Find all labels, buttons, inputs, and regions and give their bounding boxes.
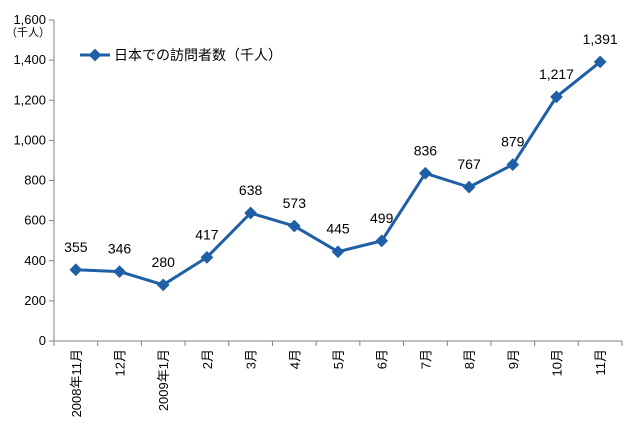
data-label: 445 bbox=[326, 221, 350, 237]
data-point-marker bbox=[375, 234, 389, 248]
x-tick-label: 8月 bbox=[462, 349, 477, 369]
x-tick-label: 9月 bbox=[506, 349, 521, 369]
data-label: 499 bbox=[370, 210, 394, 226]
legend: 日本での訪問者数（千人） bbox=[80, 48, 282, 64]
y-tick-label: 0 bbox=[39, 333, 46, 348]
data-point-marker bbox=[331, 245, 345, 259]
data-point-marker bbox=[244, 206, 257, 220]
data-point-marker bbox=[462, 180, 476, 194]
data-label: 1,391 bbox=[583, 31, 618, 47]
x-tick-label: 2月 bbox=[200, 349, 215, 369]
data-label: 417 bbox=[195, 226, 219, 242]
data-label: 879 bbox=[501, 134, 525, 150]
data-label: 638 bbox=[239, 182, 263, 198]
x-tick-label: 7月 bbox=[418, 349, 433, 369]
y-tick-label: 1,000 bbox=[13, 132, 46, 147]
y-tick-labels: 0 200 400 600 800 1,000 1,200 1,400 1,600 bbox=[13, 12, 46, 348]
x-tick-label: 3月 bbox=[244, 349, 259, 369]
y-axis-unit-label: （千人） bbox=[6, 26, 50, 39]
data-label: 836 bbox=[414, 142, 438, 158]
y-tick-label: 600 bbox=[24, 213, 46, 228]
x-tick-label: 2009年1月 bbox=[156, 349, 171, 411]
y-tick-label: 800 bbox=[24, 173, 46, 188]
data-label: 355 bbox=[64, 239, 88, 255]
data-label: 767 bbox=[457, 156, 481, 172]
y-tick-label: 1,400 bbox=[13, 52, 46, 67]
x-tick-label: 12月 bbox=[113, 349, 128, 376]
data-point-marker bbox=[69, 263, 83, 277]
legend-label: 日本での訪問者数（千人） bbox=[114, 48, 282, 64]
x-tick-label: 6月 bbox=[375, 349, 390, 369]
data-point-marker bbox=[419, 166, 432, 180]
data-label: 1,217 bbox=[539, 66, 574, 82]
data-label: 280 bbox=[152, 254, 176, 270]
x-tick-label: 2008年11月 bbox=[69, 349, 84, 417]
y-tick-label: 1,600 bbox=[13, 12, 46, 27]
data-point-marker bbox=[156, 278, 170, 292]
axes bbox=[49, 19, 623, 346]
x-tick-label: 10月 bbox=[549, 349, 564, 376]
y-tick-label: 400 bbox=[24, 253, 46, 268]
x-tick-label: 11月 bbox=[593, 349, 608, 376]
x-tick-labels: 2008年11月 12月 2009年1月 2月 3月 4月 5月 6月 7月 8月 9月 10月 11月 bbox=[69, 349, 608, 417]
data-label: 573 bbox=[283, 195, 307, 211]
data-labels: 355 346 280 417 638 573 445 499 836 767 879 1,217 1,… bbox=[64, 31, 618, 270]
y-tick-label: 1,200 bbox=[13, 92, 46, 107]
y-tick-label: 200 bbox=[24, 293, 46, 308]
x-tick-label: 4月 bbox=[287, 349, 302, 369]
x-tick-label: 5月 bbox=[331, 349, 346, 369]
legend-diamond-marker bbox=[88, 48, 102, 62]
data-label: 346 bbox=[108, 241, 132, 257]
series-group bbox=[69, 55, 607, 292]
data-point-marker bbox=[113, 265, 126, 278]
data-point-marker bbox=[287, 219, 301, 233]
